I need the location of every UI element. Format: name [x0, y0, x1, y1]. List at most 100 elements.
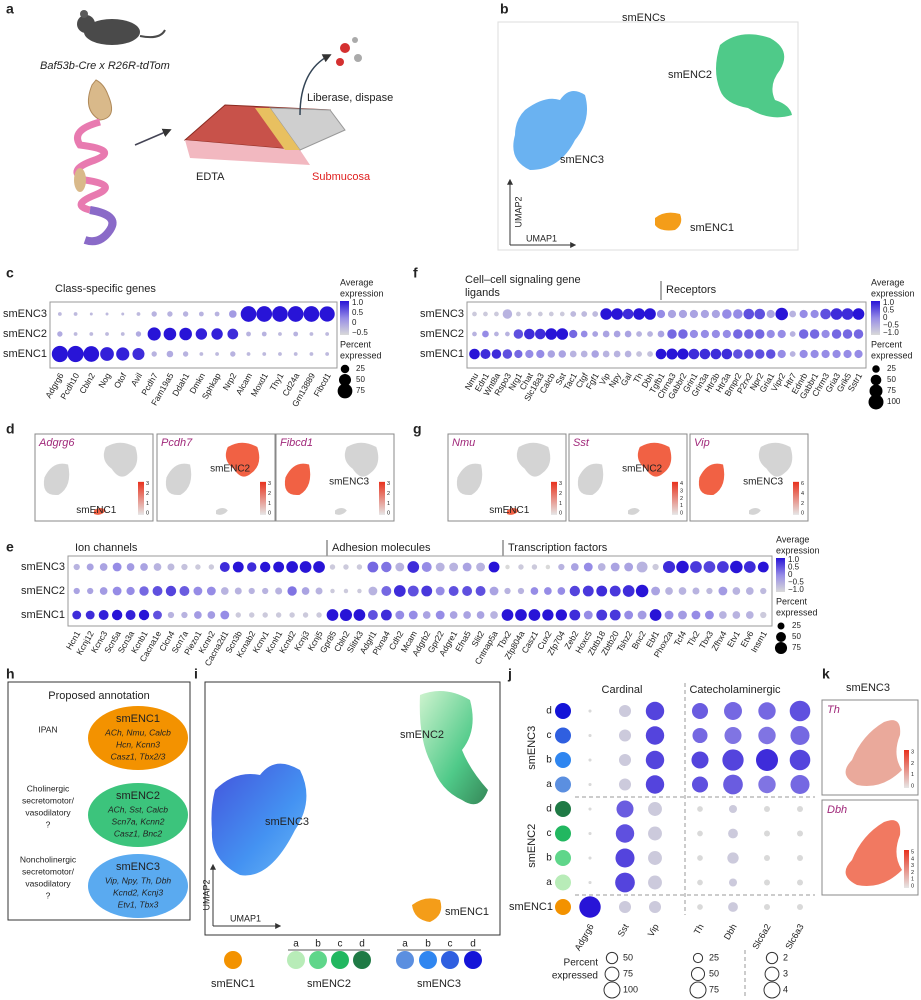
dot: [73, 587, 80, 595]
umap-cluster: [456, 463, 483, 496]
colorbar: [551, 481, 557, 515]
label: 100: [887, 397, 901, 406]
legend-dot: [763, 981, 781, 999]
label: 2: [783, 952, 788, 962]
gene-label: Th: [631, 371, 645, 385]
label: Percent: [564, 958, 599, 969]
colorbar: [672, 481, 678, 515]
label: expressed: [776, 607, 818, 617]
dot: [718, 586, 728, 596]
dot: [758, 702, 776, 720]
dot: [309, 352, 314, 356]
dot: [689, 329, 699, 339]
label: vasodilatory: [25, 878, 71, 888]
dot: [665, 587, 673, 595]
label: 1.0: [352, 298, 364, 307]
dot: [167, 611, 175, 619]
dot: [830, 308, 843, 320]
dot: [691, 610, 701, 620]
scale-label: 1: [268, 501, 271, 507]
dot: [537, 311, 543, 317]
dot: [83, 346, 100, 362]
dot: [728, 804, 738, 814]
dot: [647, 351, 653, 357]
annotation-ellipse: [88, 706, 188, 770]
dot: [854, 349, 863, 359]
scale-label: 1: [387, 501, 390, 507]
dot: [678, 587, 687, 595]
label: Kcnd2, Kcnj3: [113, 887, 163, 897]
legend-swatch: [353, 951, 371, 969]
dot: [613, 330, 621, 338]
label: 50: [623, 952, 633, 962]
label: −0.5: [788, 578, 804, 587]
label: Percent: [776, 596, 808, 606]
dot: [624, 350, 632, 358]
dot: [745, 611, 754, 619]
dot: [821, 329, 830, 339]
label: 0.5: [788, 563, 800, 572]
dot: [635, 584, 649, 598]
dot: [618, 900, 632, 914]
colorbar: [871, 301, 880, 335]
dot: [588, 782, 592, 787]
dot: [163, 327, 177, 341]
scale-label: 5: [911, 849, 914, 855]
dot: [99, 563, 108, 571]
dot: [602, 350, 610, 358]
label: expressed: [552, 971, 598, 982]
dot: [760, 587, 767, 595]
dot: [756, 749, 778, 771]
dot: [600, 308, 612, 320]
dot: [208, 564, 215, 570]
label: Sst: [573, 437, 590, 449]
row-swatch: [555, 899, 571, 915]
dot: [700, 329, 710, 339]
dot: [760, 611, 767, 619]
dot: [491, 349, 502, 359]
gene-label: Sst: [616, 922, 631, 939]
dot: [194, 611, 202, 619]
dot: [256, 306, 273, 322]
dot: [796, 903, 804, 911]
dot: [85, 610, 95, 620]
label: 75: [887, 386, 896, 395]
dot: [494, 311, 499, 317]
dot: [262, 352, 267, 356]
dot: [435, 610, 445, 620]
label: 25: [709, 952, 719, 962]
dot: [569, 350, 577, 358]
dot: [139, 586, 149, 596]
label: Vip: [694, 437, 710, 449]
dot: [728, 902, 738, 912]
scale-label: 3: [146, 481, 149, 487]
dot: [677, 348, 689, 360]
label: smENC2: [622, 463, 662, 474]
label: expression: [340, 288, 384, 298]
dot: [87, 587, 94, 595]
umap-cluster: [758, 442, 793, 477]
frame: [34, 433, 154, 522]
label: 1.0: [788, 555, 800, 564]
legend-dot: [870, 374, 882, 386]
label: smENCs: [622, 12, 666, 24]
label: a: [546, 779, 552, 790]
dot: [476, 611, 485, 619]
dot: [645, 701, 665, 721]
umap-cluster: [716, 34, 792, 118]
dot: [711, 329, 720, 339]
label: 50: [709, 968, 719, 978]
scale-label: 0: [911, 883, 914, 889]
panel-letter: i: [194, 666, 198, 682]
dot: [645, 726, 665, 745]
label: smENC2: [526, 824, 538, 868]
dot: [697, 879, 703, 886]
dot: [580, 350, 588, 358]
dot: [596, 585, 608, 597]
dot: [182, 311, 189, 317]
label: Vip, Npy, Th, Dbh: [105, 875, 172, 885]
annotation-ellipse: [88, 854, 188, 918]
row-swatch: [555, 874, 571, 891]
dot: [596, 609, 608, 621]
